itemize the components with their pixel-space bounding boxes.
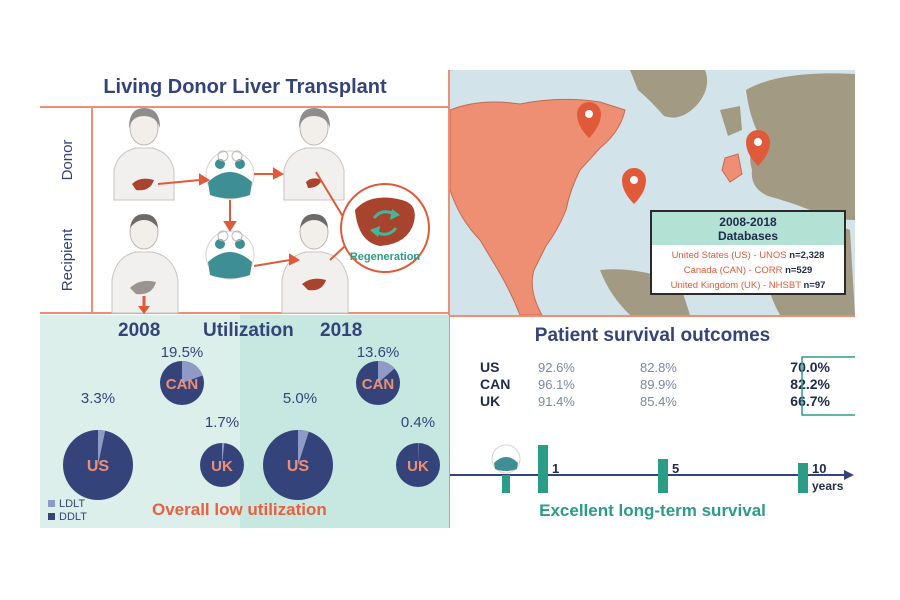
pie-percent-label: 0.4% [401, 414, 435, 431]
survival-value: 66.7% [790, 393, 830, 409]
database-count: n=97 [803, 280, 826, 291]
uk-shape [721, 153, 743, 183]
pie-percent-label: 3.3% [81, 390, 115, 407]
pie-country-label: UK [407, 458, 429, 475]
pie-ldlt-uk-2018 [418, 443, 419, 465]
survival-value: 96.1% [538, 377, 575, 392]
survival-value: 70.0% [790, 359, 830, 375]
survival-value: 85.4% [640, 394, 677, 409]
database-count: n=529 [785, 265, 813, 276]
pie-country-label: UK [211, 458, 233, 475]
database-count: n=2,328 [789, 250, 825, 261]
row-label-recipient: Recipient [59, 228, 76, 291]
legend-swatch-ddlt [48, 513, 55, 520]
pie-country-label: CAN [166, 376, 199, 393]
recipient-surgery-icon [205, 230, 255, 280]
database-list: United States (US) - UNOS n=2,328 Canada … [652, 245, 844, 293]
survival-footer: Excellent long-term survival [539, 501, 766, 520]
pie-ldlt-us-2018 [298, 430, 309, 465]
x-unit-label: years [812, 479, 844, 493]
survival-value: 92.6% [538, 360, 575, 375]
time-marker [798, 463, 808, 493]
survival-value: 82.2% [790, 376, 830, 392]
survival-title: Patient survival outcomes [534, 325, 771, 346]
database-row: United States (US) - UNOS n=2,328 [654, 248, 842, 263]
utilization-title: Utilization [203, 320, 294, 341]
flow-arrows [157, 167, 346, 267]
database-box-subtitle: Databases [717, 229, 779, 243]
regeneration-label: Regeneration [350, 251, 421, 263]
country-label: US [480, 359, 499, 375]
utilization-panel: Utilization 2008 2018 3.3% US 19.5% CAN 1.7%… [40, 315, 451, 528]
time-tick-label: 10 [812, 461, 826, 476]
recipient-figure-icon [111, 214, 179, 314]
time-marker [658, 459, 668, 493]
database-label: United States (US) - UNOS [671, 250, 790, 261]
donor-surgery-icon [205, 150, 255, 200]
utilization-footer: Overall low utilization [152, 500, 327, 519]
pie-country-label: US [287, 458, 310, 475]
legend-swatch-ldlt [48, 500, 55, 507]
pie-ldlt-can-2018 [378, 361, 395, 383]
ldlt-panel: Living Donor Liver Transplant [40, 70, 450, 315]
ldlt-diagram: Regeneration Donor Recipient [40, 70, 450, 315]
regeneration-icon [340, 183, 430, 273]
pie-percent-label: 5.0% [283, 390, 317, 407]
country-label: UK [480, 393, 500, 409]
greenland-shape [630, 70, 708, 118]
survival-value: 89.9% [640, 377, 677, 392]
legend-label-ldlt: LDLT [59, 498, 86, 510]
database-label: United Kingdom (UK) - NHSBT [670, 280, 804, 291]
pie-percent-label: 19.5% [161, 344, 204, 361]
pie-ldlt-us-2008 [98, 430, 106, 465]
ten-year-highlight-box [801, 356, 855, 416]
time-tick-label: 5 [672, 461, 679, 476]
survival-value: 82.8% [640, 360, 677, 375]
ldlt-title: Living Donor Liver Transplant [103, 76, 387, 98]
map-pin-icon [577, 102, 770, 204]
infographic: Living Donor Liver Transplant [40, 70, 855, 528]
legend-label-ddlt: DDLT [59, 511, 87, 523]
time-marker [538, 445, 548, 493]
pie-percent-label: 13.6% [357, 344, 400, 361]
pie-country-label: CAN [362, 376, 395, 393]
year-label-2008: 2008 [118, 320, 161, 341]
map-panel: 2008-2018 Databases United States (US) -… [450, 70, 855, 315]
database-box-title: 2008-2018 [719, 215, 777, 229]
year-label-2018: 2018 [320, 320, 363, 341]
survival-value: 91.4% [538, 394, 575, 409]
north-america-shape [450, 98, 626, 315]
donor-after-icon [283, 108, 345, 201]
survival-panel: Patient survival outcomes US CAN UK 92.6% 82… [450, 315, 855, 528]
recipient-after-icon [281, 214, 349, 314]
pie-ldlt-can-2008 [182, 361, 203, 383]
legend: LDLT DDLT [48, 498, 87, 524]
pie-percent-label: 1.7% [205, 414, 239, 431]
eurasia-shape [746, 73, 855, 220]
database-label: Canada (CAN) - CORR [683, 265, 786, 276]
time-tick-label: 1 [552, 461, 559, 476]
database-row: United Kingdom (UK) - NHSBT n=97 [654, 278, 842, 293]
database-row: Canada (CAN) - CORR n=529 [654, 263, 842, 278]
country-label: CAN [480, 376, 510, 392]
row-label-donor: Donor [59, 140, 76, 181]
utilization-pie-charts: 3.3% US 19.5% CAN 1.7% UK 5.0% US 13.6% CAN 0.4% UK [63, 344, 440, 500]
database-box: 2008-2018 Databases United States (US) -… [650, 210, 846, 295]
pie-ldlt-uk-2008 [222, 443, 225, 465]
axis-arrow-icon [844, 470, 854, 480]
donor-figure-icon [113, 108, 175, 201]
pie-country-label: US [87, 458, 110, 475]
time-marker-start [502, 475, 510, 493]
